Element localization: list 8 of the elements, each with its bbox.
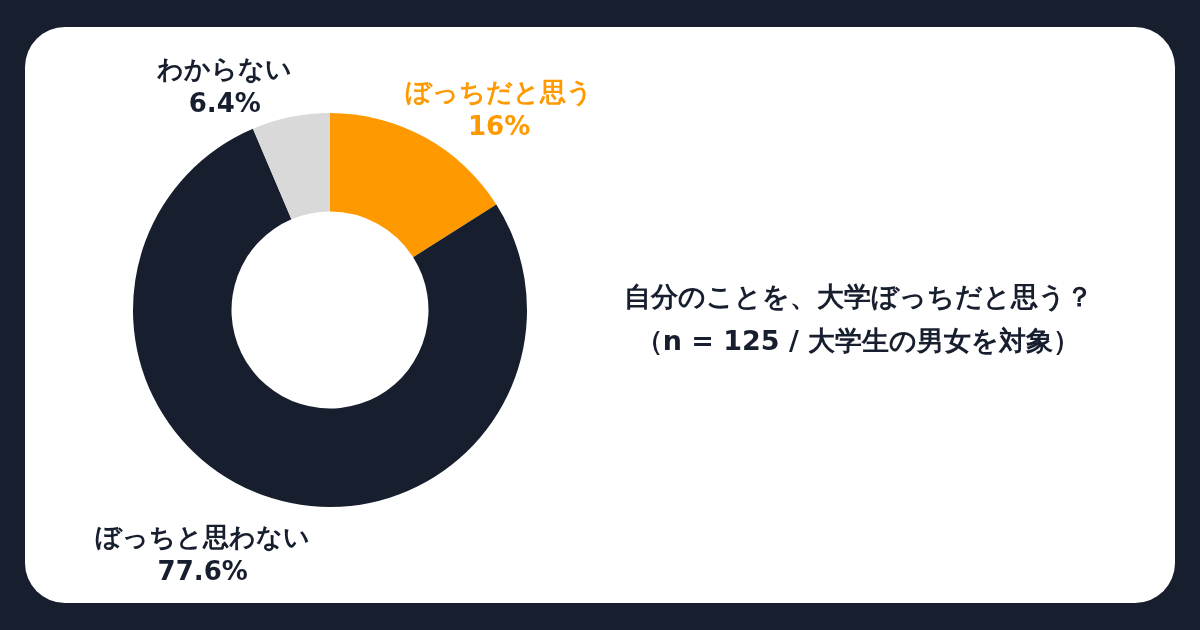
text: （n = 125 / 大学生の男女を対象） [635, 325, 1081, 356]
slice-label: ぼっちだと思う [405, 77, 594, 108]
data-label: 16% [468, 111, 531, 142]
data-label: 6.4% [188, 88, 261, 119]
slice-label: ぼっちと思わない [95, 522, 311, 553]
data-label: 77.6% [157, 556, 248, 587]
text: 自分のことを、大学ぼっちだと思う？ [623, 281, 1093, 312]
slice-label: わからない [156, 54, 293, 85]
